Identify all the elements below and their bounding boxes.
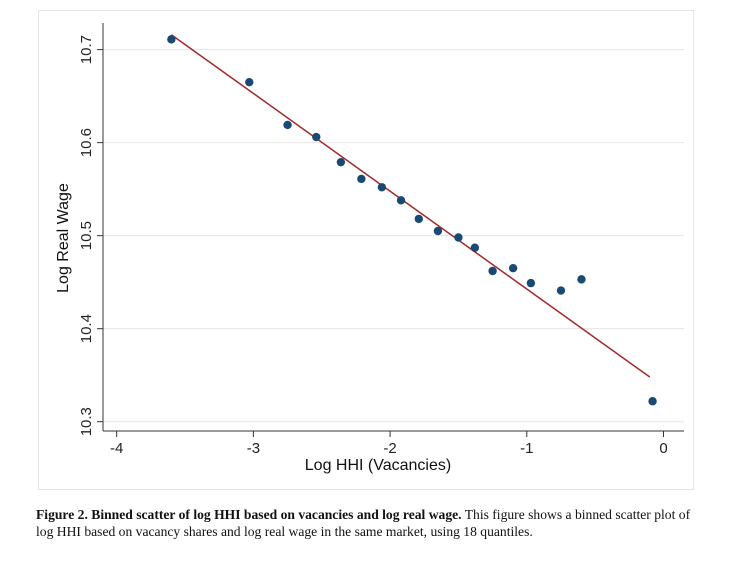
data-point xyxy=(283,120,292,130)
figure-frame: 10.3 10.4 10.5 10.6 10.7 -4 -3 -2 -1 0 Log HHI (V… xyxy=(38,10,694,490)
data-point xyxy=(526,278,536,288)
data-point xyxy=(357,174,366,184)
y-tick-label: 10.5 xyxy=(78,221,95,250)
data-point xyxy=(556,286,566,295)
fit-line-layer xyxy=(170,34,651,378)
data-point xyxy=(470,243,480,252)
y-tick-label: 10.6 xyxy=(78,128,95,157)
x-axis-title: Log HHI (Vacancies) xyxy=(305,457,451,474)
y-tick-label: 10.3 xyxy=(78,407,95,436)
data-point xyxy=(454,233,463,242)
data-point xyxy=(167,35,176,44)
x-tick-label: -3 xyxy=(247,440,260,457)
data-point xyxy=(245,77,254,87)
gridlines xyxy=(103,49,684,423)
data-point xyxy=(648,397,657,406)
data-point xyxy=(433,226,443,236)
data-point xyxy=(377,183,387,192)
data-point xyxy=(396,196,406,205)
y-axis-title: Log Real Wage xyxy=(55,183,72,293)
data-point xyxy=(577,275,586,284)
data-point xyxy=(336,157,346,167)
data-point xyxy=(414,214,423,224)
caption-title: Figure 2. Binned scatter of log HHI base… xyxy=(36,507,462,522)
data-point xyxy=(312,132,321,142)
y-tick-label: 10.7 xyxy=(78,35,95,64)
scatter-chart: 10.3 10.4 10.5 10.6 10.7 -4 -3 -2 -1 0 Log HHI (V… xyxy=(55,23,684,474)
caption-body: This figure shows a binned scatter plot … xyxy=(36,507,691,539)
data-point xyxy=(508,264,518,273)
axes: 10.3 10.4 10.5 10.6 10.7 -4 -3 -2 -1 0 xyxy=(78,23,684,457)
figure-caption: Figure 2. Binned scatter of log HHI base… xyxy=(36,506,700,540)
x-tick-label: -4 xyxy=(110,440,123,457)
x-tick-label: 0 xyxy=(659,440,667,457)
x-tick-label: -2 xyxy=(383,440,396,457)
y-tick-label: 10.4 xyxy=(78,314,95,343)
x-tick-label: -1 xyxy=(520,440,533,457)
data-point xyxy=(488,266,497,276)
scatter-points xyxy=(167,35,657,406)
fit-line xyxy=(170,34,651,378)
